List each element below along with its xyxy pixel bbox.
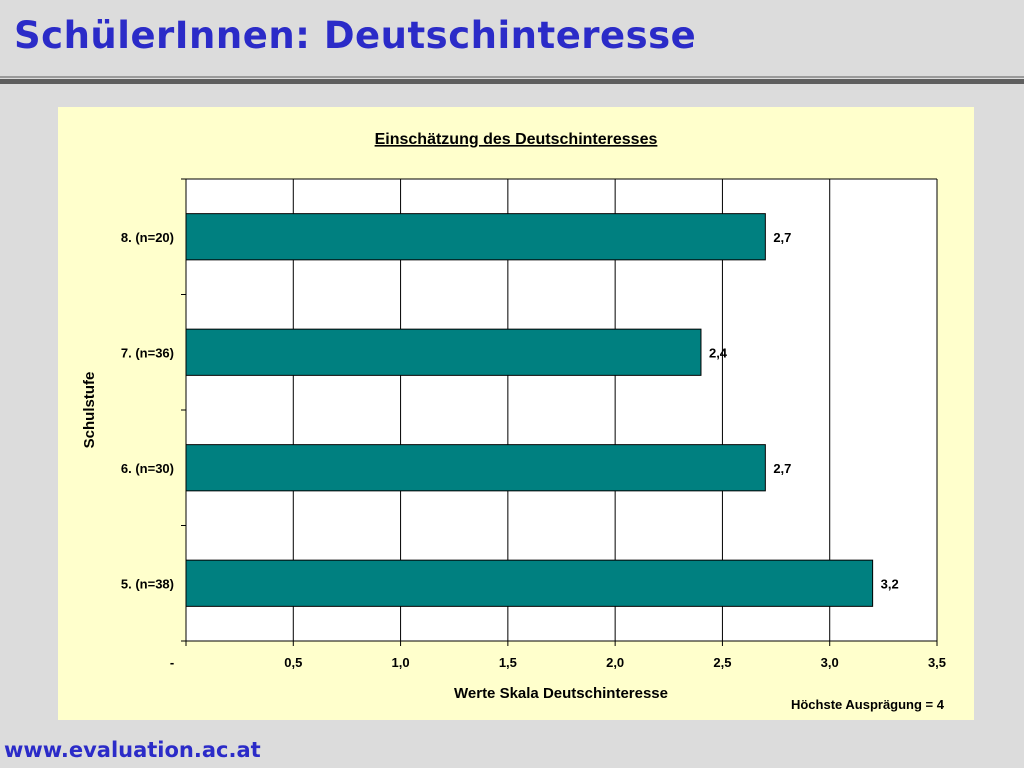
footer-website-link[interactable]: www.evaluation.ac.at xyxy=(4,738,261,762)
x-tick-label: 3,0 xyxy=(821,655,839,670)
slide-title: SchülerInnen: Deutschinteresse xyxy=(14,14,697,57)
x-tick-label: 1,0 xyxy=(392,655,410,670)
data-label: 2,7 xyxy=(773,230,791,245)
x-tick-label: 2,5 xyxy=(713,655,731,670)
x-tick-label: - xyxy=(170,655,174,670)
data-label: 2,4 xyxy=(709,345,728,360)
y-tick-label: 6. (n=30) xyxy=(121,461,174,476)
bar-chart: 3,2 5. (n=38) 2,7 6. (n=30) 2,4 7. (n=36) 2,7 8… xyxy=(81,131,946,712)
x-axis-label: Werte Skala Deutschinteresse xyxy=(454,685,668,702)
data-label: 3,2 xyxy=(881,576,899,591)
bar xyxy=(185,559,874,607)
chart-panel: 3,2 5. (n=38) 2,7 6. (n=30) 2,4 7. (n=36) 2,7 8… xyxy=(58,107,974,720)
bar xyxy=(185,328,702,376)
y-tick-label: 8. (n=20) xyxy=(121,230,174,245)
chart-note: Höchste Ausprägung = 4 xyxy=(791,697,945,712)
y-tick-label: 5. (n=38) xyxy=(121,576,174,591)
title-divider xyxy=(0,76,1024,86)
bar xyxy=(185,444,766,492)
data-label: 2,7 xyxy=(773,461,791,476)
x-tick-label: 3,5 xyxy=(928,655,946,670)
x-tick-label: 0,5 xyxy=(284,655,302,670)
y-axis-label: Schulstufe xyxy=(81,372,98,449)
bar xyxy=(185,213,766,261)
x-tick-label: 1,5 xyxy=(499,655,517,670)
chart-title: Einschätzung des Deutschinteresses xyxy=(375,131,658,148)
y-tick-label: 7. (n=36) xyxy=(121,345,174,360)
x-tick-label: 2,0 xyxy=(606,655,624,670)
